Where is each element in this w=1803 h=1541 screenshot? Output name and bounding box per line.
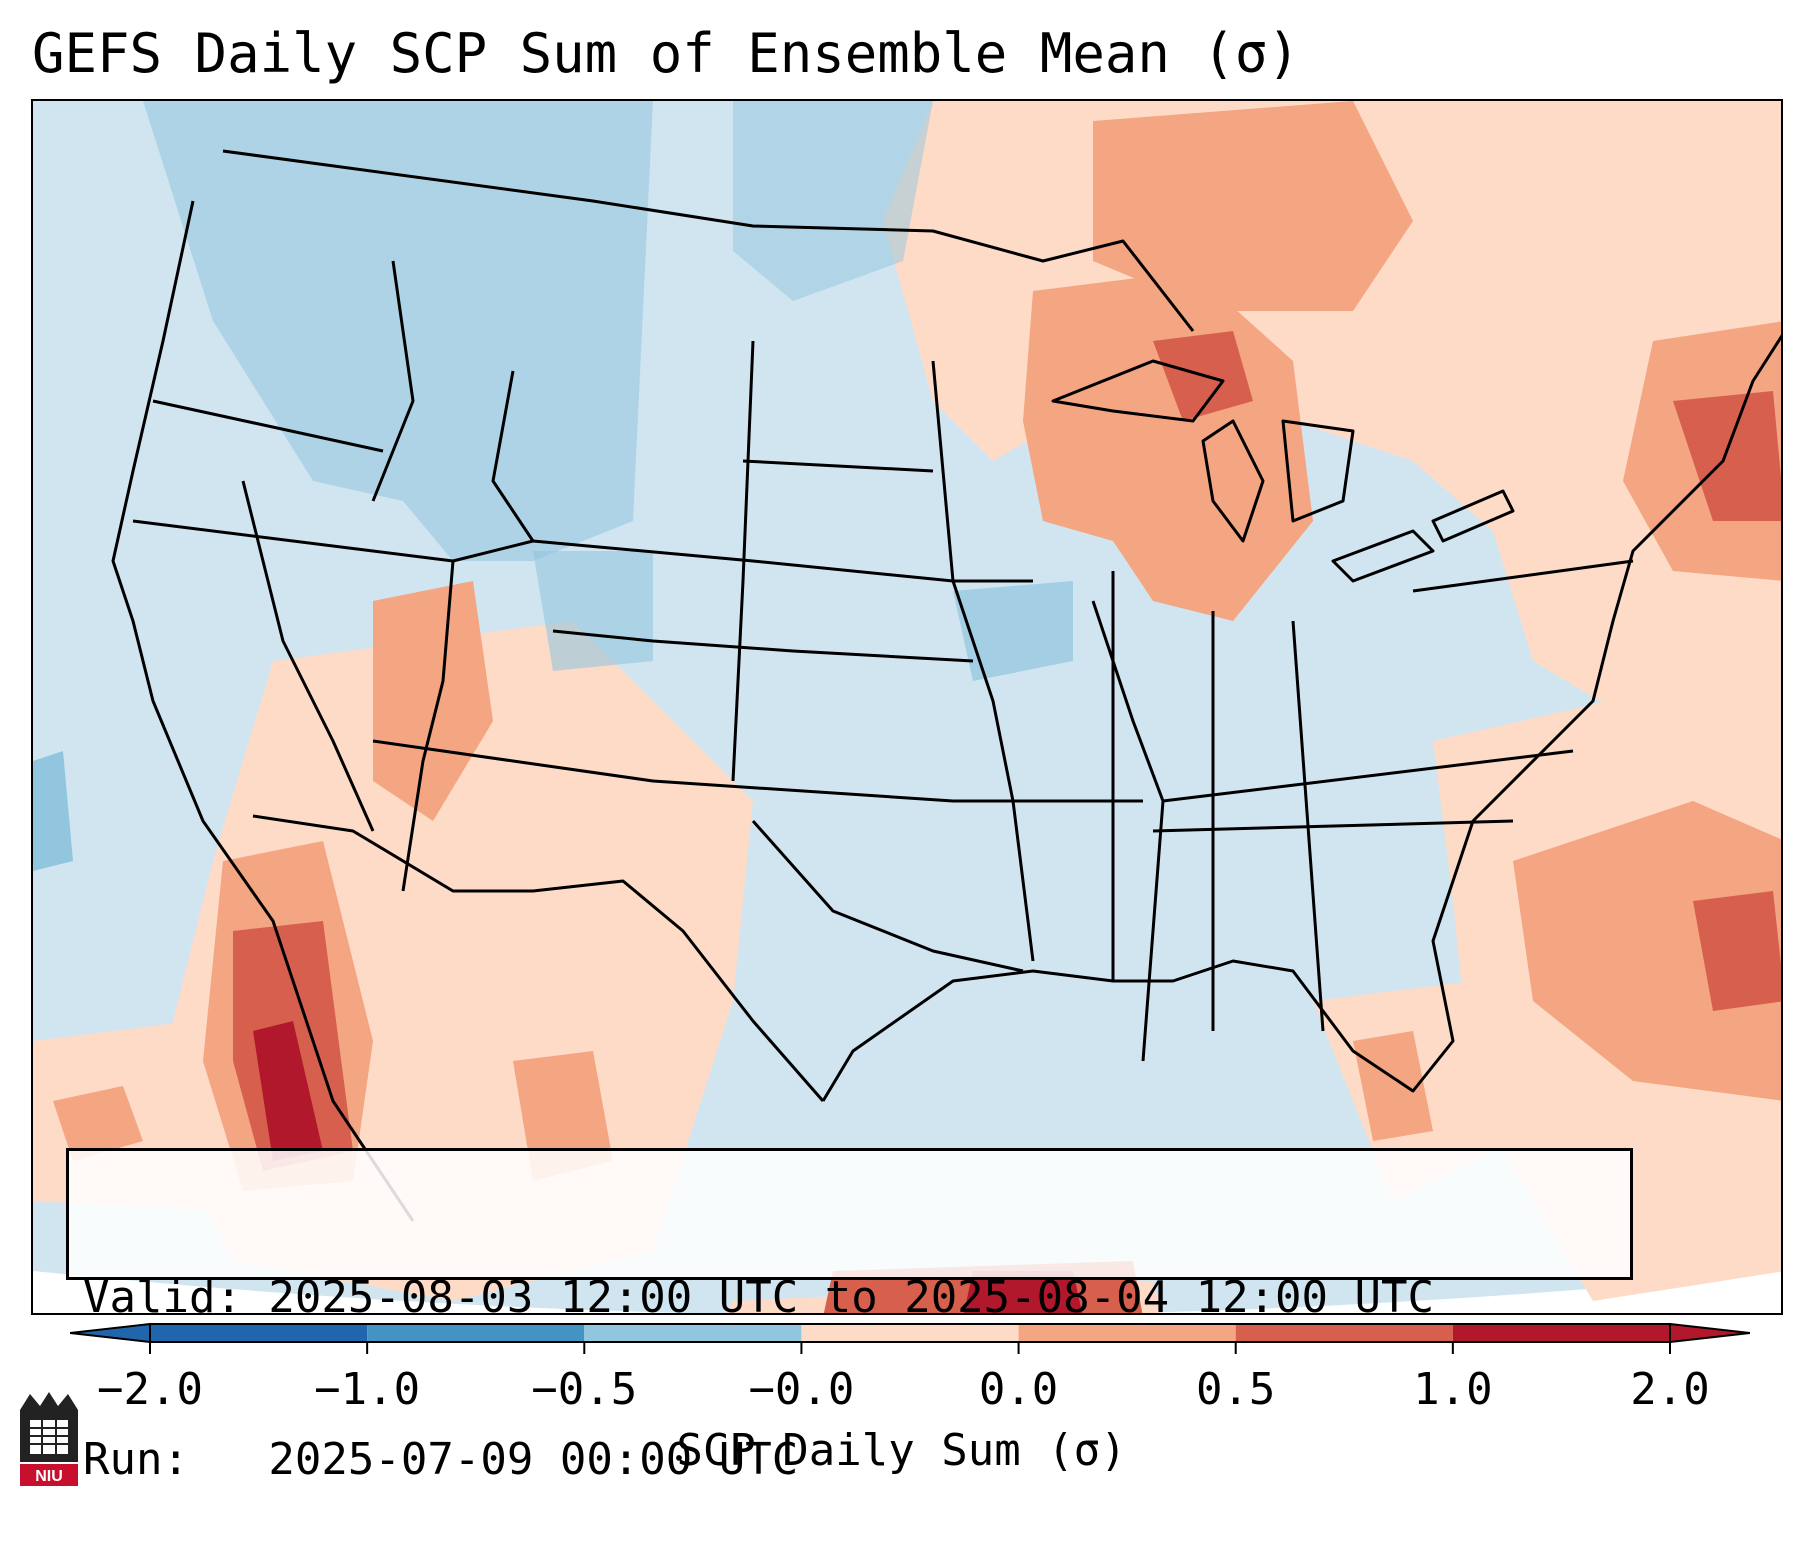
coastline-pacific: [111, 200, 415, 1222]
colorbar-under-arrow: [70, 1322, 151, 1344]
colorbar-segment: [367, 1324, 585, 1342]
area-colorado: [533, 551, 653, 671]
state-line: [491, 370, 535, 542]
colorbar-tick-label: −0.5: [531, 1364, 638, 1415]
cell-gulf-california-max: [253, 1021, 323, 1161]
state-line: [742, 459, 934, 473]
lake-ontario: [1431, 489, 1515, 543]
lake-michigan: [1201, 419, 1265, 543]
map-canvas: [33, 101, 1781, 1313]
logo-text: NIU: [35, 1468, 63, 1485]
area-northern-rockies: [143, 101, 653, 561]
colorbar-segments: [70, 1322, 1750, 1344]
valid-run-info-box: Valid: 2025-08-03 12:00 UTC to 2025-08-0…: [66, 1148, 1633, 1485]
colorbar-segment: [1452, 1324, 1670, 1342]
state-line: [1152, 819, 1514, 833]
state-line: [1162, 749, 1574, 803]
state-line: [1412, 559, 1634, 593]
state-line: [751, 820, 1024, 973]
valid-time-line: Valid: 2025-08-03 12:00 UTC to 2025-08-0…: [83, 1272, 1435, 1323]
area-arizona: [373, 581, 493, 821]
colorbar-tick-label: −2.0: [97, 1364, 203, 1415]
colorbar-tick-label: −1.0: [314, 1364, 421, 1415]
state-line: [371, 260, 415, 502]
area-missouri: [953, 581, 1073, 681]
colorbar-segment: [1235, 1324, 1453, 1342]
political-boundaries: [111, 149, 1781, 1222]
state-line: [731, 340, 755, 782]
state-line: [931, 360, 1035, 962]
border-canada-us: [222, 149, 1195, 332]
logo-grid-icon: [30, 1420, 68, 1454]
state-line: [241, 480, 375, 832]
anomaly-shading: [33, 101, 1781, 1313]
colorbar-outline: [149, 1323, 1671, 1343]
state-line: [552, 629, 974, 663]
colorbar-segment: [584, 1324, 802, 1342]
run-time-line: Run: 2025-07-09 00:00 UTC: [83, 1434, 799, 1485]
cell-caribbean-max: [963, 1271, 1083, 1313]
colorbar-over-arrow: [1669, 1322, 1750, 1344]
projection-edge: [33, 1271, 1781, 1313]
area-ontario: [1093, 101, 1413, 311]
map-panel[interactable]: [31, 99, 1783, 1315]
colorbar-label: SCP Daily Sum (σ): [676, 1425, 1127, 1476]
map-title: GEFS Daily SCP Sum of Ensemble Mean (σ): [32, 22, 1300, 85]
colorbar-segment: [1018, 1324, 1236, 1342]
colorbar-tick-label: −0.0: [748, 1364, 855, 1415]
colorbar-tick-label: 0.0: [978, 1364, 1059, 1415]
colorbar-tick-label: 1.0: [1413, 1364, 1493, 1415]
lake-erie: [1331, 529, 1435, 583]
cell-new-england: [1673, 391, 1781, 521]
lake-huron: [1281, 419, 1355, 523]
area-pacific-cell: [53, 1086, 143, 1161]
state-line: [152, 399, 384, 453]
area-pacific-negative: [33, 751, 73, 871]
colorbar-segment: [801, 1324, 1019, 1342]
area-saskatchewan: [733, 101, 933, 301]
colorbar-tick-label: 2.0: [1630, 1364, 1710, 1415]
lake-superior: [1051, 359, 1225, 423]
coastline-gulf-atlantic: [821, 334, 1781, 1102]
colorbar-segment: [150, 1324, 368, 1342]
state-line: [401, 560, 455, 892]
colorbar: [70, 1322, 1750, 1354]
border-us-mexico: [252, 814, 825, 1102]
colorbar-tick-label: 0.5: [1195, 1364, 1276, 1415]
area-florida: [1353, 1031, 1433, 1141]
niu-logo-icon: NIU: [20, 1392, 78, 1486]
logo-badge-icon: [20, 1464, 78, 1486]
state-line: [372, 739, 1143, 803]
cell-atlantic: [1693, 891, 1781, 1011]
colorbar-ticks: [149, 1342, 1671, 1354]
area-atlantic: [1513, 801, 1781, 1101]
